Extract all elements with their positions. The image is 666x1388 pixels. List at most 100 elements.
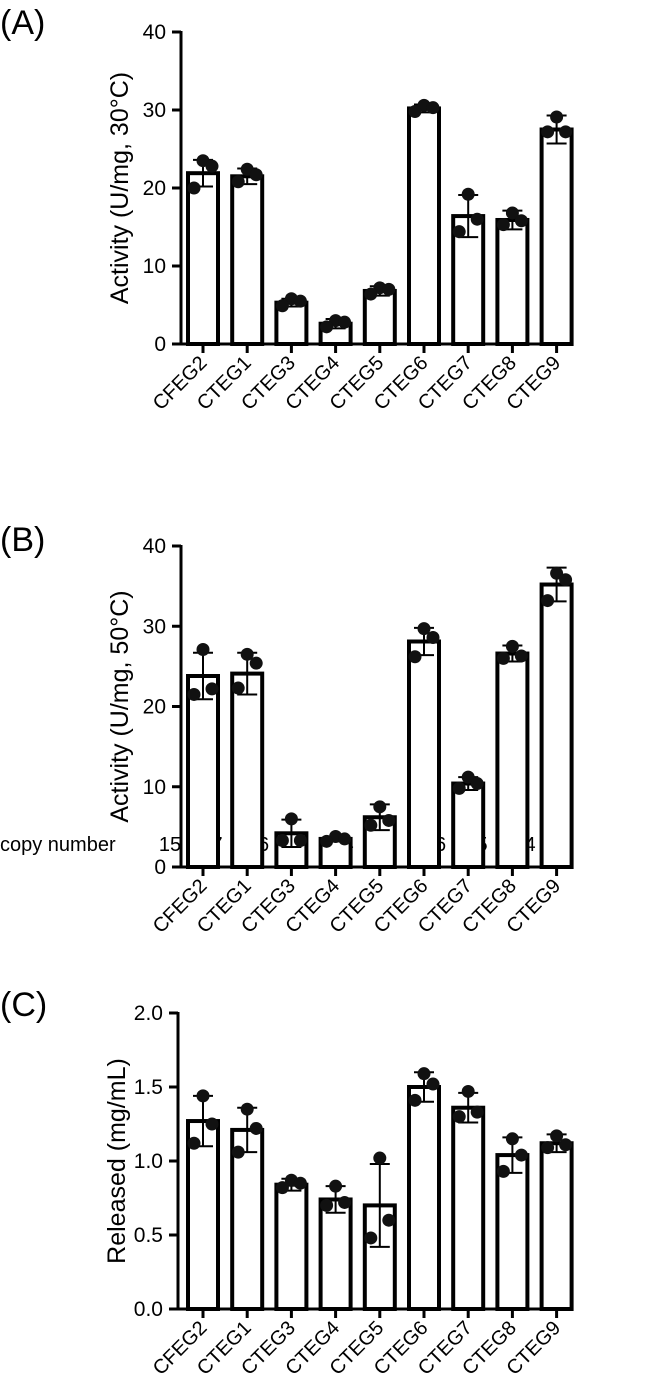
data-point (196, 643, 210, 657)
data-point (187, 687, 201, 701)
data-point (470, 1105, 484, 1119)
data-point (470, 212, 484, 226)
y-tick-label: 30 (143, 99, 166, 122)
y-tick-label: 30 (143, 615, 166, 638)
data-point (293, 294, 307, 308)
data-point (514, 214, 528, 228)
y-tick-label: 20 (143, 696, 166, 719)
data-point (373, 1151, 387, 1165)
data-point (364, 287, 378, 301)
data-point (364, 818, 378, 832)
y-axis-title: Released (mg/mL) (103, 1058, 131, 1264)
bar (230, 671, 265, 869)
data-point (514, 649, 528, 663)
data-point (205, 159, 219, 173)
data-point (514, 1148, 528, 1162)
data-point (338, 1195, 352, 1209)
data-point (338, 315, 352, 329)
data-point (329, 1179, 343, 1193)
data-point (496, 1164, 510, 1178)
bar (407, 639, 441, 869)
y-tick-label: 0.5 (134, 1224, 163, 1247)
data-point (408, 105, 422, 119)
data-point (417, 622, 431, 636)
data-point (240, 1102, 254, 1116)
bar (495, 217, 530, 346)
data-point (205, 1117, 219, 1131)
data-point (496, 218, 510, 232)
data-point (293, 834, 307, 848)
data-point (408, 650, 422, 664)
panel-label: (B) (0, 521, 45, 559)
bar (451, 1105, 486, 1311)
data-point (320, 834, 334, 848)
data-point (373, 800, 387, 814)
data-point (505, 1132, 519, 1146)
data-point (496, 651, 510, 665)
y-tick-label: 1.5 (134, 1076, 163, 1099)
bar (539, 582, 574, 870)
data-point (382, 813, 396, 827)
data-point (426, 630, 440, 644)
bar (186, 171, 220, 346)
y-tick-label: 40 (143, 21, 166, 44)
data-point (364, 1231, 378, 1245)
bar (407, 1085, 441, 1311)
data-point (275, 299, 289, 313)
y-tick-label: 0 (154, 856, 166, 879)
data-point (338, 832, 352, 846)
bar (495, 1153, 530, 1311)
data-point (284, 812, 298, 826)
data-point (205, 682, 219, 696)
data-point (187, 1136, 201, 1150)
data-point (452, 225, 466, 239)
data-point (196, 1089, 210, 1103)
data-point (505, 639, 519, 653)
data-point (461, 187, 475, 201)
data-point (249, 656, 263, 670)
y-tick-label: 0.0 (134, 1298, 163, 1321)
data-point (550, 566, 564, 580)
data-point (240, 647, 254, 661)
data-point (231, 175, 245, 189)
data-point (249, 168, 263, 182)
data-point (541, 594, 555, 608)
data-point (541, 125, 555, 139)
data-point (559, 1138, 573, 1152)
data-point (293, 1176, 307, 1190)
bar (451, 781, 486, 869)
y-tick-label: 2.0 (134, 1002, 163, 1025)
y-axis-title: Activity (U/mg, 30°C) (106, 72, 134, 304)
data-point (187, 181, 201, 195)
panel-label: (A) (0, 4, 45, 42)
data-point (320, 1198, 334, 1212)
bar (539, 1141, 574, 1311)
data-point (275, 834, 289, 848)
data-point (417, 1067, 431, 1081)
bar (186, 674, 220, 869)
data-point (559, 125, 573, 139)
copy-number-value: 15 (159, 834, 181, 856)
y-tick-label: 10 (143, 255, 166, 278)
data-point (461, 1084, 475, 1098)
y-tick-label: 10 (143, 776, 166, 799)
y-tick-label: 0 (154, 333, 166, 356)
data-point (382, 1213, 396, 1227)
bar (539, 127, 574, 346)
copy-number-value: 4 (524, 834, 535, 856)
data-point (461, 770, 475, 784)
data-point (426, 101, 440, 115)
y-tick-label: 20 (143, 177, 166, 200)
data-point (382, 282, 396, 296)
data-point (550, 1129, 564, 1143)
data-point (470, 777, 484, 791)
bar (274, 1182, 309, 1312)
bar (495, 651, 530, 869)
panel-label: (C) (0, 986, 47, 1024)
bar (230, 174, 265, 346)
data-point (320, 320, 334, 334)
data-point (275, 1181, 289, 1195)
data-point (550, 110, 564, 124)
data-point (505, 206, 519, 220)
